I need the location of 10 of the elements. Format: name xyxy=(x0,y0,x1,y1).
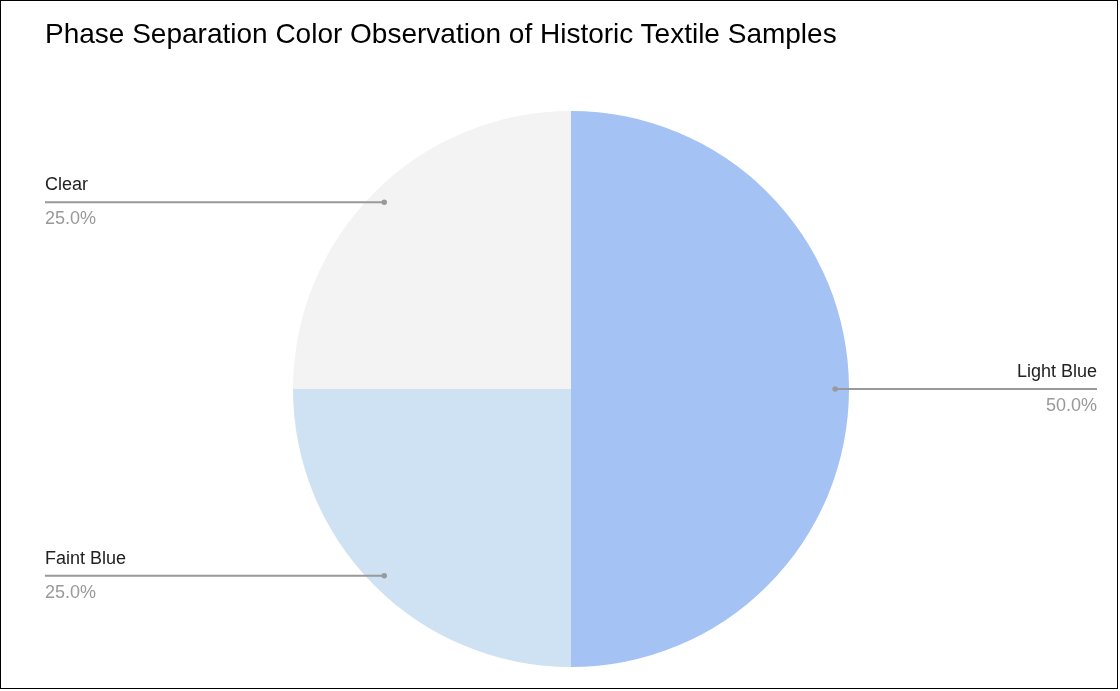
pie-slice xyxy=(571,111,849,667)
data-label: 50.0% xyxy=(1045,395,1097,415)
slice-label: Faint Blue xyxy=(45,547,127,568)
pie-slice xyxy=(293,389,571,667)
data-label: 25.0% xyxy=(45,581,97,602)
slice-label: Clear xyxy=(45,174,89,195)
chart-title: Phase Separation Color Observation of Historic Textile Samples xyxy=(45,18,837,49)
data-label: 25.0% xyxy=(45,208,97,229)
slice-label: Light Blue xyxy=(1016,361,1097,381)
pie-slice xyxy=(293,111,571,389)
